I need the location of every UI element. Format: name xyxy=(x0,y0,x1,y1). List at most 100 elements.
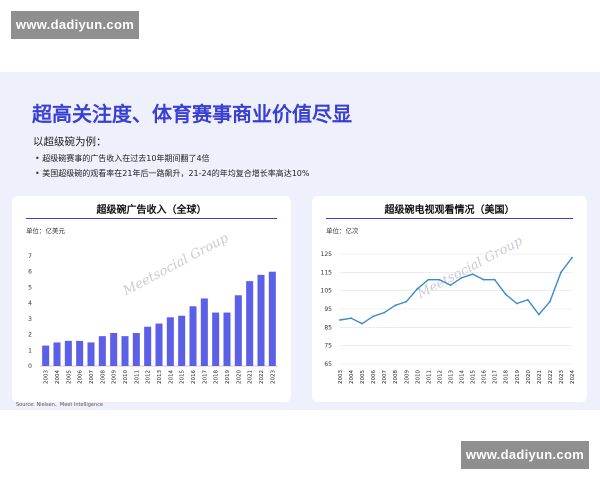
bar xyxy=(166,317,174,366)
line-chart: Meetsocial Group 65 75 85 95 105 115 125 2003 20… xyxy=(321,233,576,384)
data-point xyxy=(416,287,419,290)
y-tick-label: 0 xyxy=(28,363,32,370)
x-tick-label: 2021 xyxy=(248,370,254,384)
bar xyxy=(98,336,106,366)
x-tick-label: 2008 xyxy=(393,370,399,384)
data-point xyxy=(394,304,397,307)
x-tick-label: 2006 xyxy=(371,370,377,384)
y-tick-label: 115 xyxy=(321,269,333,276)
data-point xyxy=(504,293,507,296)
data-point xyxy=(537,313,540,316)
y-tick-label: 75 xyxy=(324,343,332,350)
bar xyxy=(87,342,95,366)
ad-revenue-chart-panel: 超级碗广告收入（全球） 单位：亿美元 Meetsocial Group 0 1 2 3… xyxy=(12,196,291,402)
data-point xyxy=(526,298,529,301)
x-tick-label: 2018 xyxy=(504,370,510,384)
data-point xyxy=(449,284,452,287)
chart-title: 超级碗电视观看情况（美国） xyxy=(384,205,515,216)
data-point xyxy=(339,319,341,321)
bar xyxy=(53,342,61,366)
x-tick-label: 2009 xyxy=(404,370,410,384)
logo-watermark: Meetsocial Group xyxy=(414,233,526,302)
data-point xyxy=(405,300,408,303)
bar xyxy=(212,312,220,366)
y-tick-label: 85 xyxy=(324,324,332,331)
y-tick-label: 65 xyxy=(324,361,332,368)
x-tick-label: 2018 xyxy=(214,370,220,384)
logo-watermark: Meetsocial Group xyxy=(120,231,232,300)
data-point xyxy=(460,276,463,279)
x-tick-label: 2019 xyxy=(515,370,521,384)
x-tick-label: 2021 xyxy=(537,370,543,384)
data-point xyxy=(471,273,474,276)
bar xyxy=(121,336,129,366)
x-tick-label: 2016 xyxy=(191,370,197,384)
y-tick-label: 3 xyxy=(28,316,32,323)
bar xyxy=(200,298,208,366)
chart-title: 超级碗广告收入（全球） xyxy=(96,205,207,216)
bar xyxy=(76,340,84,366)
x-tick-label: 2017 xyxy=(493,370,499,384)
data-point xyxy=(560,271,562,274)
bar xyxy=(257,274,265,366)
data-point xyxy=(350,317,352,320)
bar xyxy=(223,312,231,366)
x-tick-label: 2012 xyxy=(437,370,443,384)
data-point xyxy=(493,278,496,281)
slide-title: 超高关注度、体育赛事商业价值尽显 xyxy=(32,102,352,126)
y-tick-label: 2 xyxy=(28,332,32,339)
x-tick-label: 2023 xyxy=(270,370,276,384)
data-point xyxy=(383,311,386,314)
x-tick-label: 2014 xyxy=(460,370,466,384)
x-tick-label: 2007 xyxy=(89,370,95,384)
data-point xyxy=(549,300,551,303)
x-tick-label: 2014 xyxy=(168,370,174,384)
bar xyxy=(144,326,152,366)
chart-header: 超级碗电视观看情况（美国） xyxy=(312,196,587,219)
tv-viewership-chart-panel: 超级碗电视观看情况（美国） 单位：亿次 Meetsocial Group 65 7… xyxy=(312,196,587,402)
x-tick-label: 2020 xyxy=(236,370,242,384)
bar xyxy=(246,281,254,366)
intro-text: 以超级碗为例： xyxy=(33,136,107,148)
chart-header: 超级碗广告收入（全球） xyxy=(12,196,291,219)
x-tick-label: 2024 xyxy=(570,370,576,384)
x-tick-label: 2013 xyxy=(157,370,163,384)
x-tick-label: 2020 xyxy=(526,370,532,384)
x-tick-label: 2017 xyxy=(202,370,208,384)
bar xyxy=(189,306,197,366)
x-tick-label: 2009 xyxy=(112,370,118,384)
x-tick-label: 2013 xyxy=(448,370,454,384)
x-tick-label: 2022 xyxy=(259,370,265,384)
x-tick-label: 2016 xyxy=(482,370,488,384)
bar xyxy=(64,340,72,366)
x-tick-label: 2015 xyxy=(180,370,186,384)
x-tick-label: 2012 xyxy=(146,370,152,384)
y-tick-label: 1 xyxy=(28,347,32,354)
bar xyxy=(155,323,163,366)
y-tick-label: 95 xyxy=(324,306,332,313)
x-tick-label: 2004 xyxy=(55,370,61,384)
bar xyxy=(268,271,276,366)
unit-label: 单位：亿美元 xyxy=(26,227,65,235)
x-tick-label: 2008 xyxy=(100,370,106,384)
x-tick-label: 2005 xyxy=(360,370,366,384)
bullet-item: 超级碗赛事的广告收入在过去10年期间翻了4倍 xyxy=(35,151,309,166)
bar xyxy=(132,333,140,366)
x-tick-label: 2023 xyxy=(559,370,565,384)
y-tick-label: 105 xyxy=(321,288,333,295)
unit-label: 单位：亿次 xyxy=(326,227,359,235)
x-tick-label: 2011 xyxy=(426,370,432,384)
bullet-item: 美国超级碗的观看率在21年后一路飙升，21-24的年均复合增长率高达10% xyxy=(35,166,309,181)
data-point xyxy=(427,278,430,281)
y-tick-label: 5 xyxy=(28,284,32,291)
chart-title-rule xyxy=(326,218,573,219)
x-tick-label: 2010 xyxy=(415,370,421,384)
x-tick-label: 2007 xyxy=(382,370,388,384)
x-tick-label: 2015 xyxy=(471,370,477,384)
x-tick-label: 2004 xyxy=(349,370,355,384)
watermark-bottom: www.dadiyun.com xyxy=(461,441,589,469)
x-tick-label: 2011 xyxy=(134,370,140,384)
x-tick-label: 2005 xyxy=(66,370,72,384)
series-line xyxy=(339,257,573,325)
x-tick-label: 2022 xyxy=(548,370,554,384)
